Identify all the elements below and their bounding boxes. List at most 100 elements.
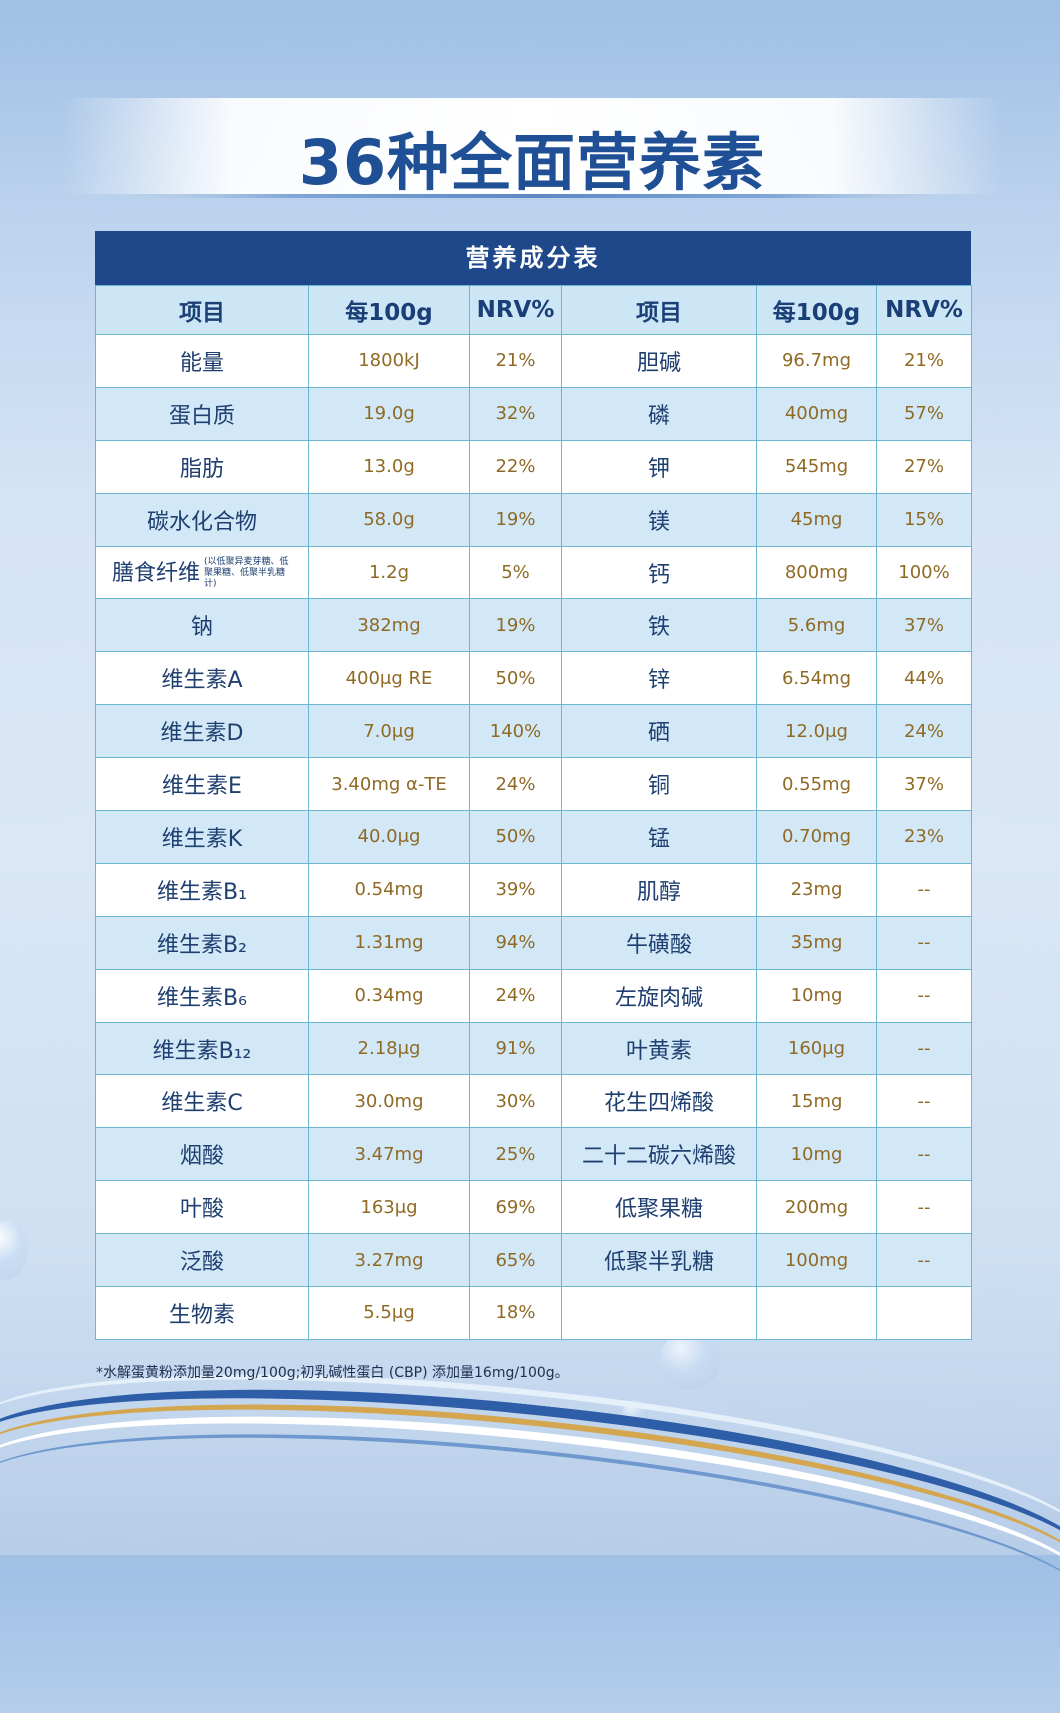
nutrient-name-text: 低聚半乳糖: [603, 1250, 714, 1276]
nrv-percent: 57%: [876, 386, 972, 441]
nrv-percent: 94%: [469, 915, 562, 970]
amount-per-100g-text: 800mg: [784, 562, 849, 583]
nutrient-name-text: 左旋肉碱: [614, 985, 703, 1011]
nutrient-name-text: 铁: [647, 615, 670, 641]
header-per100g-left: 每100g: [308, 285, 470, 335]
amount-per-100g: 800mg: [756, 545, 877, 600]
nrv-percent: 27%: [876, 439, 972, 494]
amount-per-100g: 96.7mg: [756, 334, 877, 388]
nrv-percent: 39%: [469, 862, 562, 917]
amount-per-100g: 10mg: [756, 1127, 877, 1182]
nrv-percent-text: 19%: [495, 614, 536, 636]
nrv-percent: 18%: [469, 1286, 562, 1340]
header-nrv-right: NRV%: [876, 285, 972, 335]
amount-per-100g: 163μg: [308, 1180, 470, 1235]
amount-per-100g-text: 40.0μg: [357, 826, 421, 848]
amount-per-100g-text: 1.2g: [368, 562, 410, 583]
amount-per-100g: 0.55mg: [756, 757, 877, 812]
nutrient-name-text: 蛋白质: [168, 403, 235, 429]
nrv-percent-text: 91%: [495, 1038, 536, 1060]
amount-per-100g: 3.47mg: [308, 1127, 470, 1182]
nutrient-name: 牛磺酸: [561, 915, 757, 970]
nutrient-name: 铁: [561, 598, 757, 653]
nrv-percent: 50%: [469, 810, 562, 864]
amount-per-100g-text: 15mg: [790, 1090, 843, 1112]
amount-per-100g: 0.54mg: [308, 862, 470, 917]
nutrient-name: 烟酸: [95, 1127, 309, 1182]
amount-per-100g-text: 1800kJ: [358, 350, 420, 372]
amount-per-100g: 10mg: [756, 968, 877, 1023]
amount-per-100g-text: 160μg: [787, 1038, 846, 1060]
nrv-percent-text: 65%: [495, 1249, 536, 1271]
nutrient-name-text: 磷: [647, 403, 670, 429]
nrv-percent-text: 21%: [495, 350, 536, 372]
table-row: 能量 1800kJ 21% 胆碱 96.7mg 21%: [95, 334, 972, 388]
nutrient-name-text: 维生素C: [161, 1091, 243, 1117]
fiber-source-note: (以低聚异麦芽糖、低聚果糖、低聚半乳糖计): [204, 557, 289, 590]
nrv-percent: --: [876, 968, 972, 1023]
table-row: 维生素C 30.0mg 30% 花生四烯酸 15mg --: [95, 1074, 972, 1129]
nutrient-name: [561, 1286, 757, 1340]
nutrient-name: 维生素A: [95, 651, 309, 706]
nrv-percent-text: --: [917, 1090, 931, 1112]
nutrient-name-text: 能量: [179, 350, 224, 376]
nrv-percent: 100%: [876, 545, 972, 600]
nrv-percent: [876, 1286, 972, 1340]
amount-per-100g: 7.0μg: [308, 704, 470, 759]
table-row: 泛酸 3.27mg 65% 低聚半乳糖 100mg --: [95, 1233, 972, 1288]
nrv-percent-text: 18%: [495, 1302, 536, 1324]
table-header-row: 项目 每100g NRV% 项目 每100g NRV%: [95, 285, 972, 335]
nutrient-name-text: 维生素B₆: [157, 985, 247, 1011]
nrv-percent-text: --: [917, 1249, 931, 1271]
amount-per-100g-text: 400μg RE: [345, 667, 433, 689]
nrv-percent: 91%: [469, 1021, 562, 1076]
nutrient-name-text: 钙: [647, 562, 670, 588]
nrv-percent-text: 32%: [495, 403, 536, 425]
table-row: 维生素E 3.40mg α-TE 24% 铜 0.55mg 37%: [95, 757, 972, 812]
amount-per-100g: 58.0g: [308, 492, 470, 547]
nutrient-name: 生物素: [95, 1286, 309, 1340]
amount-per-100g-text: 0.55mg: [781, 773, 852, 795]
nutrient-name: 二十二碳六烯酸: [561, 1127, 757, 1182]
nutrient-name: 脂肪: [95, 439, 309, 494]
nutrient-name: 钠: [95, 598, 309, 653]
nrv-percent: 37%: [876, 598, 972, 653]
nutrient-name-text: 维生素B₁: [157, 879, 247, 905]
nutrient-name-text: 叶酸: [179, 1197, 224, 1223]
nrv-percent-text: 37%: [903, 614, 944, 636]
table-row: 蛋白质 19.0g 32% 磷 400mg 57%: [95, 386, 972, 441]
amount-per-100g-text: 163μg: [360, 1196, 418, 1218]
nutrient-name-text: 叶黄素: [625, 1038, 692, 1064]
amount-per-100g: 2.18μg: [308, 1021, 470, 1076]
nrv-percent: 24%: [876, 704, 972, 759]
nrv-percent-text: 5%: [501, 562, 530, 583]
nrv-percent-text: 44%: [903, 667, 944, 689]
decorative-bubble: [622, 1400, 648, 1426]
nutrient-name: 钙: [561, 545, 757, 600]
amount-per-100g: 6.54mg: [756, 651, 877, 706]
nutrient-name: 维生素E: [95, 757, 309, 812]
amount-per-100g: 5.5μg: [308, 1286, 470, 1340]
nrv-percent-text: 140%: [489, 720, 542, 742]
nrv-percent-text: 24%: [495, 985, 536, 1007]
nutrient-name-text: 肌醇: [636, 879, 681, 905]
nutrient-name: 锰: [561, 810, 757, 864]
nutrient-name-text: 钠: [190, 615, 213, 641]
nrv-percent: 65%: [469, 1233, 562, 1288]
nutrient-name-text: 花生四烯酸: [603, 1091, 714, 1117]
nutrient-name: 胆碱: [561, 334, 757, 388]
nutrient-name-text: 维生素K: [161, 826, 243, 852]
amount-per-100g: 23mg: [756, 862, 877, 917]
nutrient-name-text: 维生素B₁₂: [152, 1038, 252, 1064]
nutrient-name: 碳水化合物: [95, 492, 309, 547]
amount-per-100g-text: 10mg: [790, 1143, 843, 1165]
nutrient-name: 肌醇: [561, 862, 757, 917]
nrv-percent: --: [876, 1233, 972, 1288]
nrv-percent-text: --: [917, 1196, 931, 1218]
nrv-percent-text: 25%: [495, 1143, 536, 1165]
nutrient-name: 低聚果糖: [561, 1180, 757, 1235]
nrv-percent-text: 39%: [495, 879, 536, 901]
nutrient-name: 花生四烯酸: [561, 1074, 757, 1129]
nrv-percent-text: --: [917, 1038, 931, 1060]
table-row: 维生素A 400μg RE 50% 锌 6.54mg 44%: [95, 651, 972, 706]
